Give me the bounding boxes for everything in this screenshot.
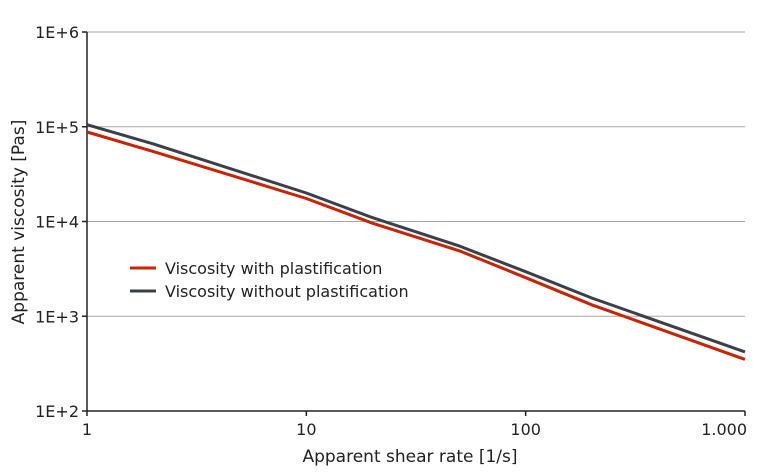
tick-labels: 1E+2 1E+3 1E+4 1E+5 1E+6 1 10 100 1.000 [35,23,747,439]
series-layer [86,123,746,361]
y-tick-label-4: 1E+6 [35,23,79,42]
y-tick-label-0: 1E+2 [35,402,79,421]
axes [82,31,746,416]
x-tick-label-3: 1.000 [701,420,747,439]
grid-lines [87,31,745,317]
series-line-0 [86,130,746,361]
y-axis-label: Apparent viscosity [Pas] [9,120,29,325]
y-tick-label-2: 1E+4 [35,213,79,232]
legend: Viscosity with plastification Viscosity w… [130,259,409,301]
x-axis-label: Apparent shear rate [1/s] [302,447,517,467]
x-tick-label-2: 100 [510,420,541,439]
y-tick-label-3: 1E+5 [35,118,79,137]
series-line-1 [86,123,746,354]
x-tick-label-1: 10 [296,420,316,439]
legend-label-1: Viscosity without plastification [165,282,409,301]
legend-label-0: Viscosity with plastification [165,259,382,278]
y-tick-label-1: 1E+3 [35,307,79,326]
x-tick-label-0: 1 [82,420,92,439]
